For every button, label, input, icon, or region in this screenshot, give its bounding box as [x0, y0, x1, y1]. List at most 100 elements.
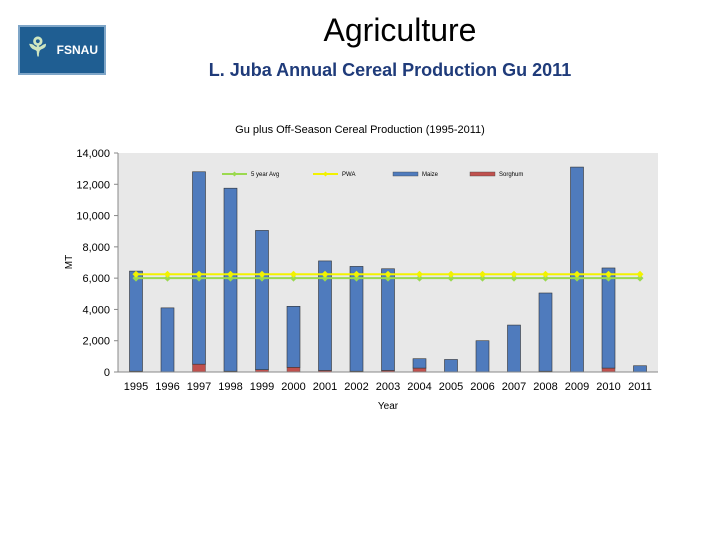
- chart-title: Gu plus Off-Season Cereal Production (19…: [235, 124, 485, 136]
- x-tick-label: 2002: [344, 381, 368, 393]
- bar-maize: [255, 230, 269, 370]
- series-point: [195, 270, 203, 278]
- x-axis-label: Year: [378, 401, 399, 412]
- bar-maize: [570, 166, 584, 373]
- legend-marker: [232, 171, 237, 177]
- legend-label: Sorghum: [499, 172, 523, 178]
- legend-swatch: [392, 171, 419, 177]
- bar-maize: [507, 324, 521, 373]
- y-tick-label: 12,000: [76, 179, 110, 191]
- y-tick-label: 10,000: [76, 211, 110, 223]
- series-point: [573, 274, 581, 282]
- series-point: [447, 274, 455, 282]
- bar-maize: [412, 358, 427, 369]
- legend-label: Maize: [422, 172, 439, 178]
- bar-maize: [633, 365, 647, 373]
- legend-marker: [323, 171, 328, 177]
- series-point: [195, 274, 203, 282]
- x-tick-label: 1996: [155, 381, 179, 393]
- bars-group: [129, 166, 647, 373]
- y-tick-label: 6,000: [82, 273, 110, 285]
- series-point: [227, 274, 234, 282]
- bar-sorghum: [192, 363, 206, 373]
- x-tick-label: 2011: [628, 381, 652, 393]
- bar-maize: [160, 307, 175, 373]
- series-point: [132, 270, 140, 278]
- bar-sorghum: [601, 367, 616, 373]
- x-tick-label: 2000: [281, 381, 305, 393]
- x-tick-label: 2007: [502, 381, 526, 393]
- series-point: [479, 274, 486, 282]
- bar-maize: [444, 359, 458, 373]
- series-point: [542, 274, 549, 282]
- y-axis-label: MT: [64, 255, 75, 269]
- slide-subtitle: L. Juba Annual Cereal Production Gu 2011: [208, 60, 572, 80]
- bar-maize: [192, 171, 206, 365]
- series-point: [384, 270, 392, 278]
- series-point: [384, 274, 392, 282]
- x-tick-label: 2003: [376, 381, 400, 393]
- series-point: [132, 274, 140, 282]
- series-point: [227, 270, 234, 278]
- legend-swatch: [469, 171, 496, 177]
- series-point: [605, 274, 612, 282]
- bar-maize: [601, 267, 616, 369]
- series-point: [290, 270, 297, 278]
- series-point: [447, 270, 455, 278]
- bar-sorghum: [412, 367, 427, 373]
- x-tick-label: 1999: [250, 381, 274, 393]
- x-tick-label: 2009: [565, 381, 589, 393]
- fsnau-logo: ⚘ FSNAU: [18, 25, 106, 75]
- x-tick-label: 2004: [407, 381, 431, 393]
- y-tick-label: 8,000: [82, 242, 110, 254]
- legend: 5 year Avg PWA Maize Sorghum: [222, 171, 523, 178]
- bar-maize: [538, 292, 553, 372]
- bar-maize: [349, 266, 364, 372]
- bar-sorghum: [286, 367, 301, 373]
- wheat-icon: ⚘: [26, 33, 50, 63]
- series-point: [258, 270, 266, 278]
- series-point: [164, 270, 171, 278]
- x-tick-label: 2005: [439, 381, 463, 393]
- series-point: [605, 270, 612, 278]
- series-point: [164, 274, 171, 282]
- x-tick-label: 2001: [313, 381, 337, 393]
- series-point: [510, 270, 518, 278]
- series-point: [321, 270, 329, 278]
- axes-group: 0 2,000 4,000 6,000 8,000 10,000 12,000 14,000 1…: [76, 148, 658, 393]
- x-tick-label: 1995: [124, 381, 148, 393]
- x-tick-label: 2010: [596, 381, 620, 393]
- series-point: [321, 274, 329, 282]
- series-point: [573, 270, 581, 278]
- y-tick-label: 0: [104, 367, 110, 379]
- bar-maize: [286, 305, 301, 368]
- series-point: [258, 274, 266, 282]
- logo-text: FSNAU: [56, 43, 98, 57]
- series-point: [636, 270, 644, 278]
- slide-title: Agriculture: [323, 12, 477, 48]
- series-point: [290, 274, 297, 282]
- y-tick-label: 4,000: [82, 304, 110, 316]
- series-point: [636, 274, 644, 282]
- y-tick-label: 2,000: [82, 336, 110, 348]
- legend-label: 5 year Avg: [251, 172, 279, 178]
- bar-maize: [129, 270, 143, 372]
- lines-group: [132, 270, 644, 282]
- series-point: [510, 274, 518, 282]
- series-point: [416, 274, 423, 282]
- series-point: [416, 270, 423, 278]
- x-tick-label: 2006: [470, 381, 494, 393]
- series-point: [479, 270, 486, 278]
- series-point: [353, 270, 360, 278]
- bar-maize: [318, 260, 332, 371]
- bar-maize: [475, 340, 490, 373]
- legend-label: PWA: [342, 172, 355, 178]
- series-point: [542, 270, 549, 278]
- bar-maize: [381, 268, 395, 371]
- series-point: [353, 274, 360, 282]
- y-tick-label: 14,000: [76, 148, 110, 160]
- x-tick-label: 2008: [533, 381, 557, 393]
- x-tick-label: 1998: [218, 381, 242, 393]
- x-tick-label: 1997: [187, 381, 211, 393]
